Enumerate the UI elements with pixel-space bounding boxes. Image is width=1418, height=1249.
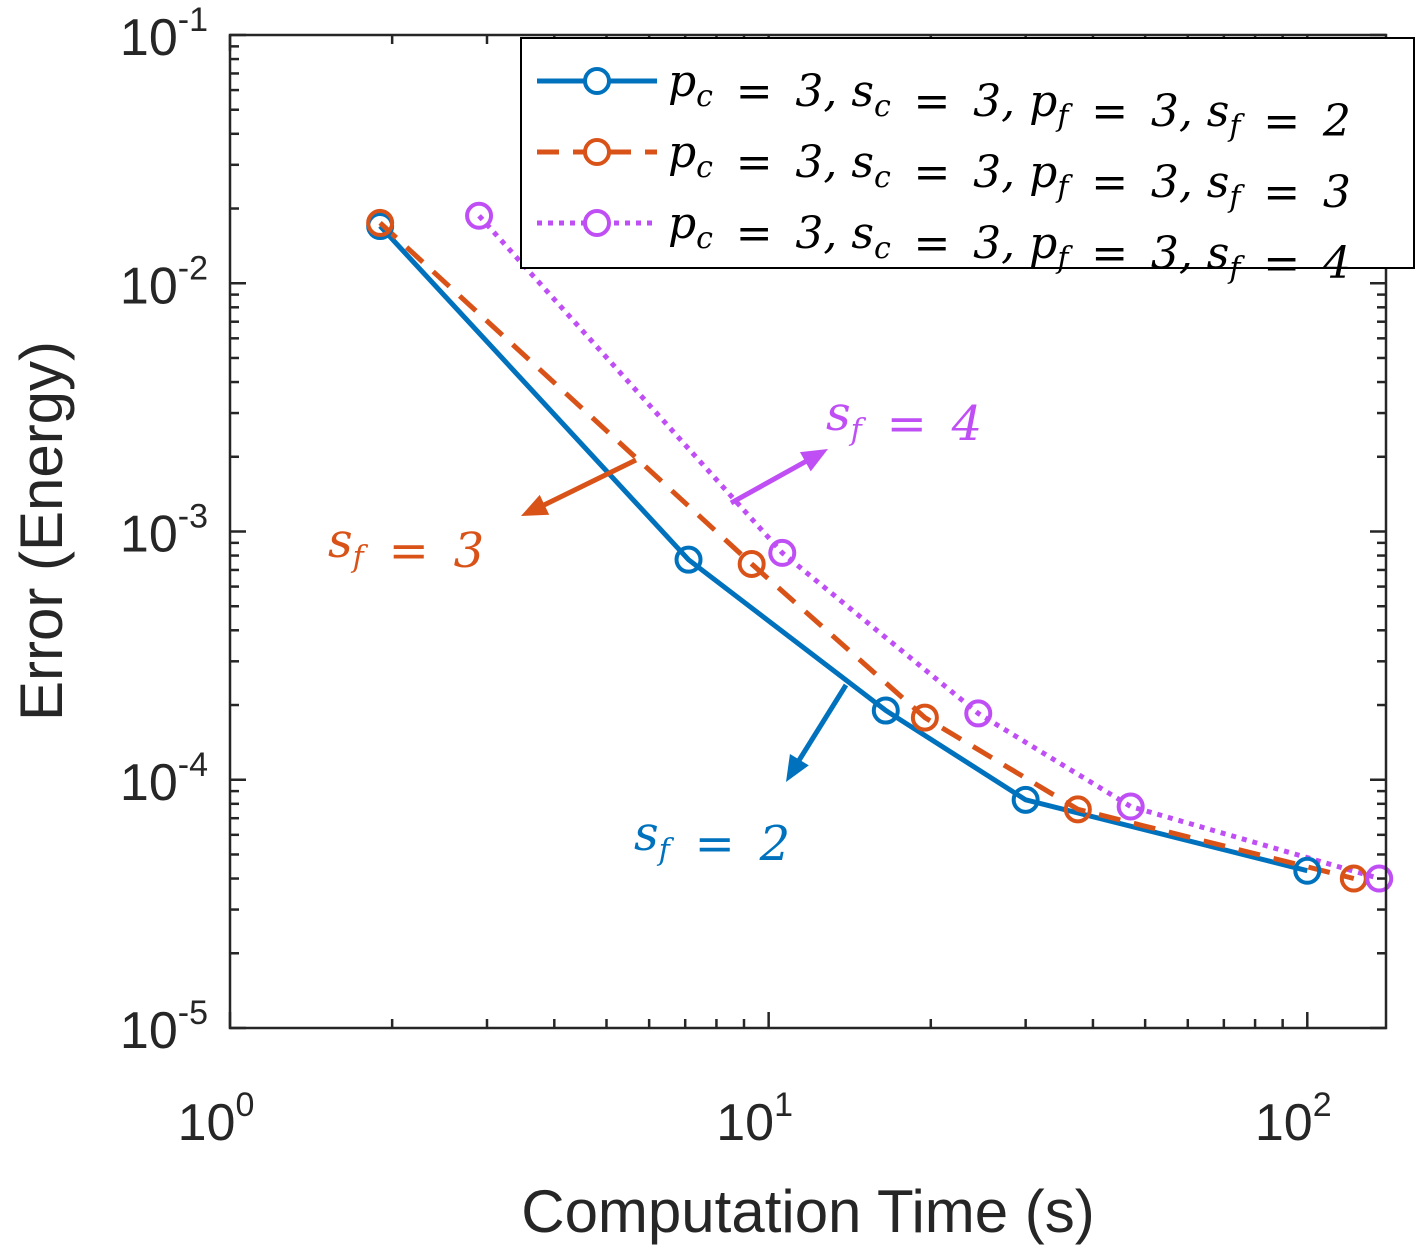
series-line-2	[378, 221, 1355, 881]
series-line-1	[378, 224, 1308, 874]
annotation-label-3: sf = 2	[634, 806, 790, 872]
annotation-label-1: sf = 4	[826, 386, 982, 452]
legend-marker-1	[583, 67, 611, 95]
data-point-1	[1011, 785, 1040, 814]
legend-label-1: pc = 3, sc = 3, pf = 3, sf = 2	[668, 56, 1351, 147]
x-tick-label: 101	[716, 1086, 793, 1152]
legend-label-3: pc = 3, sc = 3, pf = 3, sf = 4	[668, 198, 1351, 289]
data-point-3	[465, 201, 494, 230]
data-point-2	[737, 549, 766, 578]
annotations: sf = 4 sf = 3 sf = 2	[328, 386, 982, 872]
annotation-arrow-3	[795, 683, 849, 764]
y-tick-label: 10-4	[120, 746, 208, 812]
plot-frame	[228, 33, 1388, 1030]
marker-layer	[366, 201, 1394, 893]
data-point-3	[964, 699, 993, 728]
annotation-label-2: sf = 3	[328, 513, 484, 579]
x-tick-labels: 100 101 102	[178, 1086, 1332, 1152]
data-point-3	[1116, 792, 1145, 821]
x-tick-label: 100	[178, 1086, 255, 1152]
annotation-arrowhead-2	[521, 494, 550, 516]
y-axis-label: Error (Energy)	[8, 341, 75, 721]
series-layer	[378, 214, 1380, 881]
data-point-3	[1365, 864, 1394, 893]
y-tick-labels: 10-1 10-2 10-3 10-4 10-5	[120, 1, 208, 1060]
y-tick-label: 10-3	[120, 498, 208, 564]
legend-marker-3	[583, 209, 611, 237]
data-point-1	[674, 545, 703, 574]
y-tick-label: 10-2	[120, 249, 208, 315]
data-point-1	[871, 696, 900, 725]
data-point-3	[768, 538, 797, 567]
legend-label-2: pc = 3, sc = 3, pf = 3, sf = 3	[668, 127, 1351, 218]
annotation-arrow-1	[729, 455, 814, 506]
data-point-2	[910, 703, 939, 732]
data-point-2	[366, 208, 395, 237]
annotation-arrow-2	[540, 457, 638, 509]
data-point-1	[1293, 856, 1322, 885]
legend-marker-2	[583, 138, 611, 166]
series-line-3	[477, 214, 1380, 881]
legend-box	[520, 37, 1415, 269]
x-tick-label: 102	[1255, 1086, 1332, 1152]
legend: pc = 3, sc = 3, pf = 3, sf = 2pc = 3, sc…	[520, 37, 1415, 289]
annotation-arrowhead-3	[786, 754, 809, 782]
y-tick-label: 10-1	[120, 1, 208, 67]
y-tick-label: 10-5	[120, 994, 208, 1060]
data-point-2	[1063, 795, 1092, 824]
annotation-arrowhead-1	[799, 449, 828, 472]
x-axis-label: Computation Time (s)	[521, 1178, 1095, 1245]
